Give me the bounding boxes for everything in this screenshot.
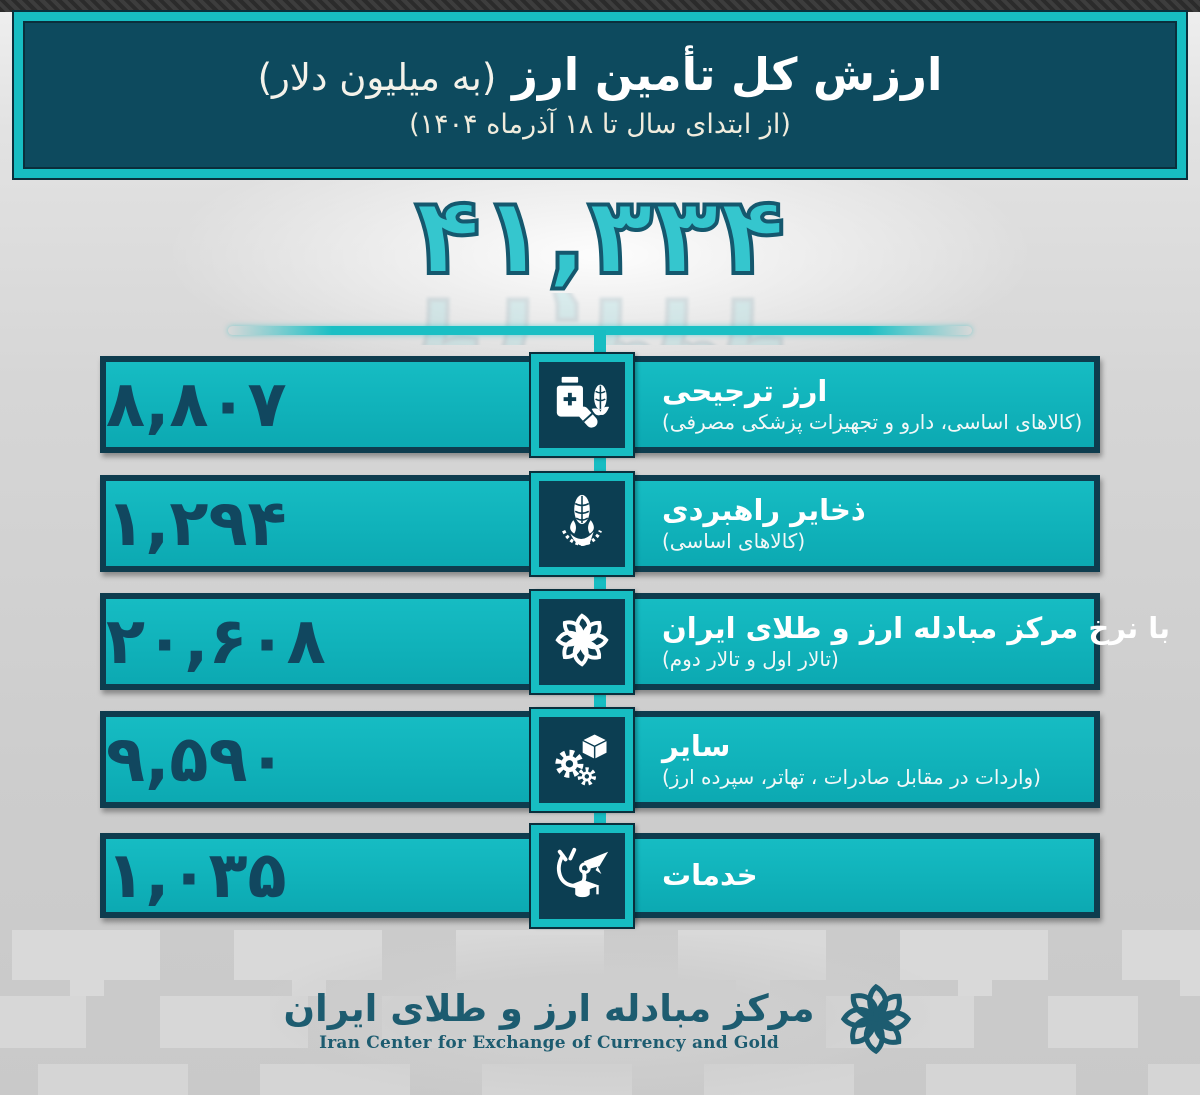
bar-value: ۸,۸۰۷: [106, 367, 287, 442]
footer-glow: [270, 935, 930, 1095]
icon-slot: [526, 470, 638, 577]
footer-brand: مرکز مبادله ارز و طلای ایران Iran Center…: [0, 978, 1200, 1064]
brand-name-farsi: مرکز مبادله ارز و طلای ایران: [283, 987, 815, 1031]
bar-label: ارز ترجیحی (کالاهای اساسی، دارو و تجهیزا…: [662, 373, 1083, 435]
icon-box: [529, 351, 635, 458]
brand-name-english: Iran Center for Exchange of Currency and…: [319, 1032, 779, 1053]
header-panel: ارزش کل تأمین ارز (به میلیون دلار) (از ا…: [14, 12, 1186, 178]
icon-slot: [526, 351, 638, 458]
icon-box: [529, 822, 635, 929]
bar-services: ۱,۰۳۵ خدمات: [100, 822, 1100, 929]
page-subtitle: (از ابتدای سال تا ۱۸ آذرماه ۱۴۰۴): [409, 109, 791, 141]
icon-slot: [526, 706, 638, 813]
exchange-knot-icon: [551, 609, 613, 675]
services-icon: [551, 843, 613, 909]
bar-preferential-currency: ۸,۸۰۷: [100, 351, 1100, 458]
total-value: ۴۱,۳۳۴: [413, 174, 786, 299]
bar-other: ۹,۵۹۰: [100, 706, 1100, 813]
page-title-unit: (به میلیون دلار): [257, 55, 497, 99]
bar-value: ۹,۵۹۰: [106, 722, 287, 797]
bar-value: ۲۰,۶۰۸: [106, 604, 326, 679]
bar-strategic-reserves: ۱,۲۹۴ ذخایر راهبردی (کالاهای اساسی): [100, 470, 1100, 577]
corn-sheaf-icon: [551, 491, 613, 557]
page-title: ارزش کل تأمین ارز (به میلیون دلار): [258, 50, 943, 100]
bar-label: با نرخ مرکز مبادله ارز و طلای ایران (تال…: [662, 610, 1171, 672]
bar-label: سایر (واردات در مقابل صادرات ، تهاتر، سپ…: [662, 728, 1041, 790]
brand-knot-logo-icon: [835, 978, 917, 1064]
icon-slot: [526, 822, 638, 929]
icon-box: [529, 706, 635, 813]
icon-box: [529, 588, 635, 695]
bar-label: خدمات: [662, 858, 758, 893]
footer-brand-text: مرکز مبادله ارز و طلای ایران Iran Center…: [283, 987, 815, 1053]
top-dark-strip: [0, 0, 1200, 12]
bar-label: ذخایر راهبردی (کالاهای اساسی): [662, 492, 866, 554]
page-title-main: ارزش کل تأمین ارز: [511, 47, 943, 101]
bar-exchange-center-rate: ۲۰,۶۰۸: [100, 588, 1170, 695]
icon-box: [529, 470, 635, 577]
bar-value: ۱,۰۳۵: [106, 838, 287, 913]
bar-value: ۱,۲۹۴: [106, 486, 287, 561]
gears-cube-icon: [551, 727, 613, 793]
icon-slot: [526, 588, 638, 695]
medicine-goods-icon: [551, 372, 613, 438]
